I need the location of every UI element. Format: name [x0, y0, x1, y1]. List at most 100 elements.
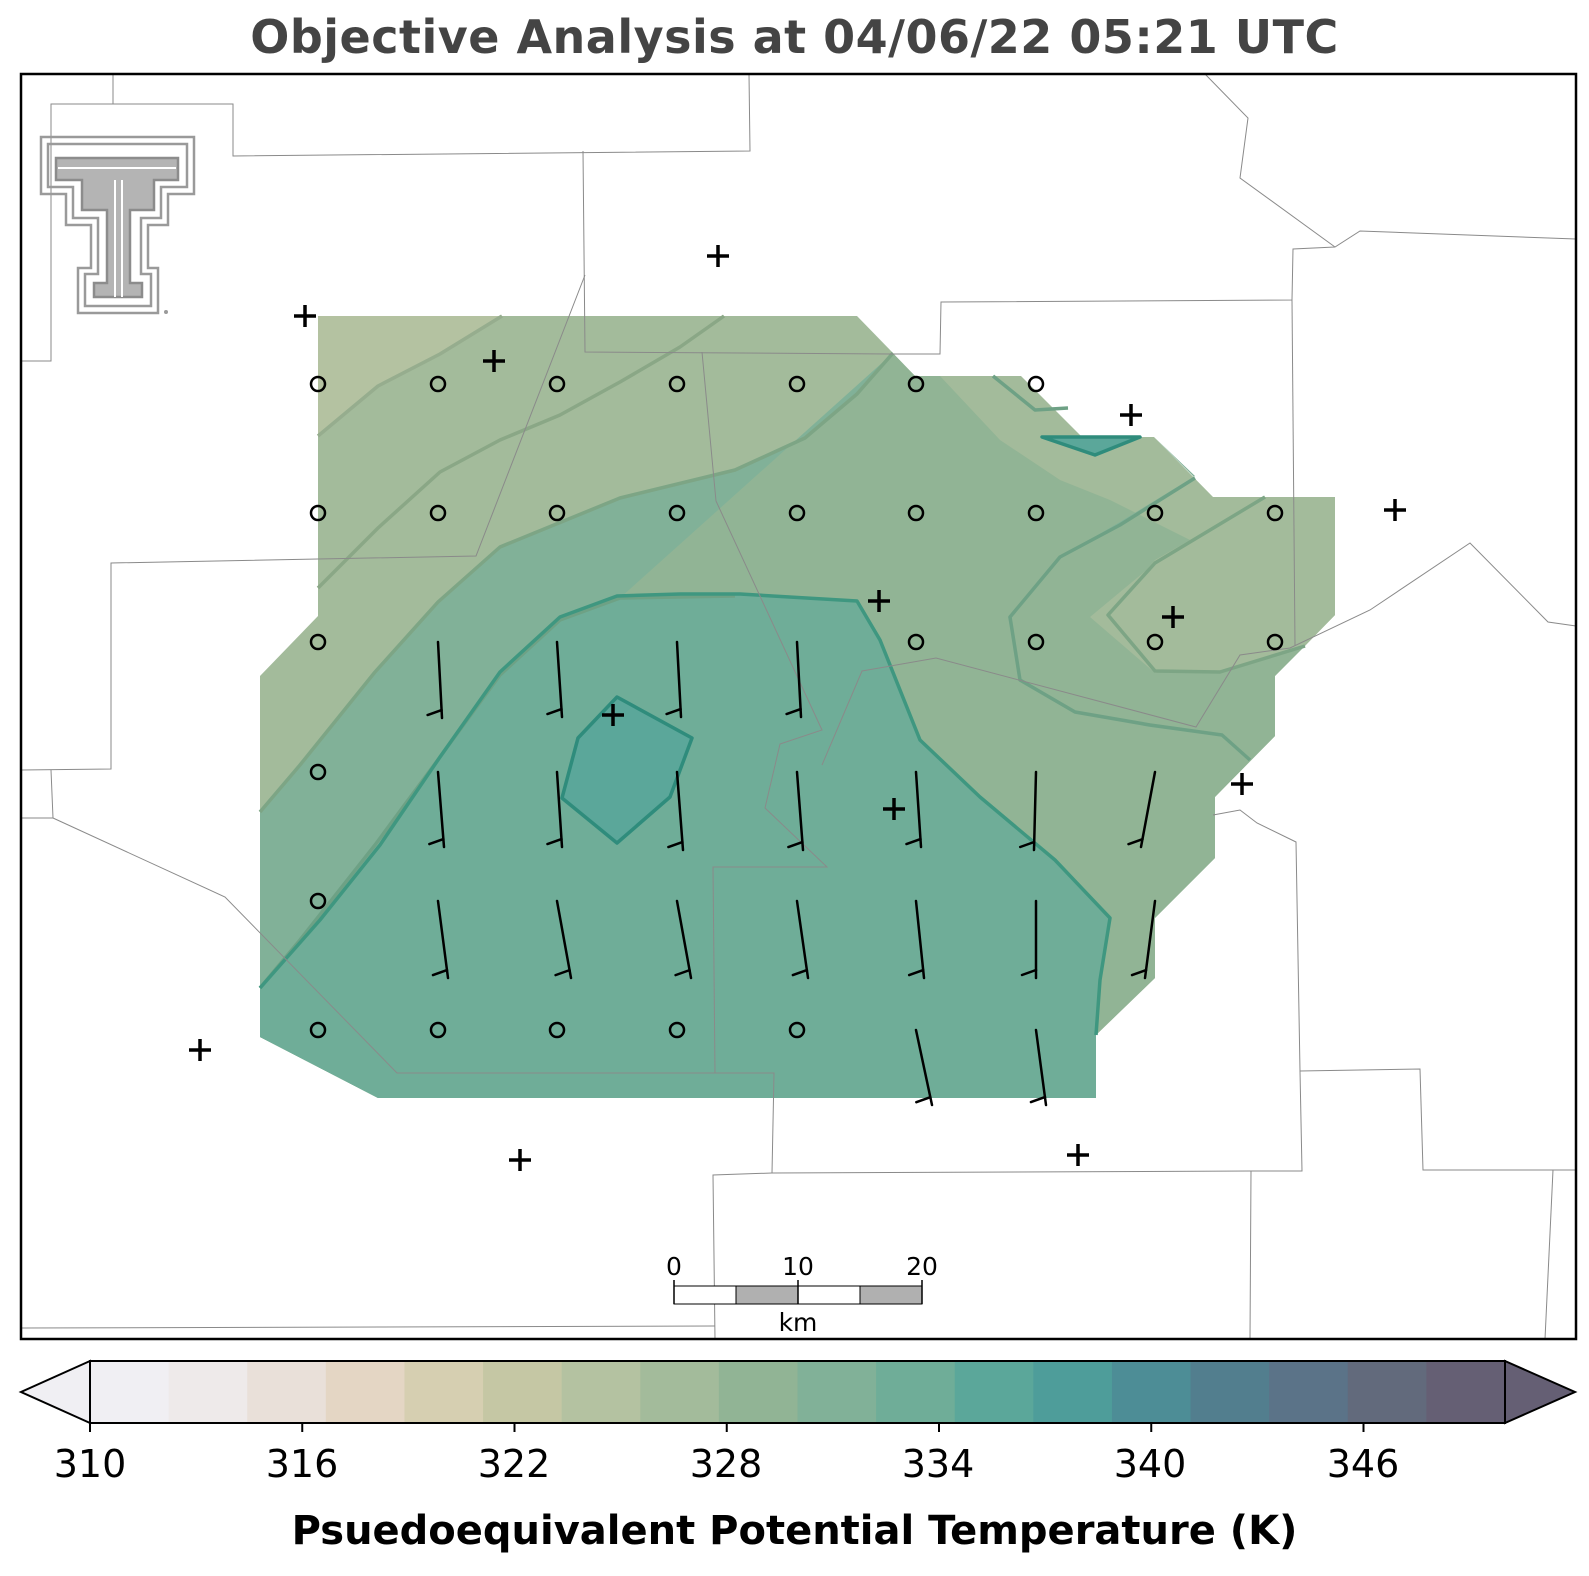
station-plus-marker: [1162, 606, 1184, 628]
colorbar-cell: [1190, 1361, 1270, 1423]
wind-barb: [1018, 770, 1038, 852]
calm-wind-circle: [907, 504, 925, 522]
colorbar-extend-high: [1504, 1359, 1578, 1425]
wind-barb: [785, 640, 803, 719]
wind-barb: [674, 899, 693, 980]
wind-barb: [554, 899, 573, 980]
colorbar-cell: [1426, 1361, 1506, 1423]
contour-line: [1040, 435, 1142, 457]
station-plus-marker: [868, 590, 890, 612]
wind-barb: [914, 1028, 934, 1107]
county-line: [701, 351, 829, 1074]
station-markers: [189, 245, 1406, 1171]
calm-wind-circle: [1027, 633, 1045, 651]
colorbar-cell: [876, 1361, 956, 1423]
wind-barb: [546, 640, 564, 719]
county-line: [112, 74, 751, 157]
colorbar-cell: [1033, 1361, 1113, 1423]
contour-fill-332: [562, 697, 692, 843]
contour-line: [258, 592, 1112, 1036]
station-plus-marker: [189, 1039, 211, 1061]
calm-wind-circle: [788, 504, 806, 522]
calm-wind-circle: [1146, 504, 1164, 522]
wind-barb: [667, 770, 685, 852]
calm-wind-circle: [668, 1021, 686, 1039]
contour-fill-322: [318, 316, 502, 436]
calm-wind-circle: [907, 633, 925, 651]
colorbar-cell: [404, 1361, 484, 1423]
county-line: [821, 542, 1576, 766]
calm-wind-circle: [429, 375, 447, 393]
county-line: [21, 769, 54, 819]
scalebar-label-20: 20: [906, 1252, 938, 1281]
map-frame: [19, 72, 1578, 1341]
calm-wind-circle: [309, 633, 327, 651]
colorbar-cell: [718, 1361, 798, 1423]
colorbar-cell: [797, 1361, 877, 1423]
colorbar-cell: [1269, 1361, 1349, 1423]
calm-wind-circle: [668, 504, 686, 522]
calm-wind-markers: [309, 375, 1284, 1039]
calm-wind-circle: [668, 375, 686, 393]
station-plus-marker: [1067, 1144, 1089, 1166]
station-plus-marker: [1231, 773, 1253, 795]
wind-barb: [431, 899, 450, 980]
colorbar-cell: [325, 1361, 405, 1423]
colorbar-tick-label: 334: [901, 1442, 975, 1486]
calm-wind-circle: [1146, 633, 1164, 651]
county-line: [21, 103, 113, 362]
wind-barb: [1130, 899, 1157, 980]
wind-barb: [426, 640, 444, 720]
calm-wind-circle: [1266, 633, 1284, 651]
county-line: [582, 150, 1576, 355]
station-plus-marker: [509, 1149, 531, 1171]
contour-line: [258, 351, 895, 814]
county-line: [1204, 74, 1336, 248]
wind-barb: [905, 770, 923, 849]
calm-wind-circle: [309, 504, 327, 522]
scalebar-unit: km: [778, 1308, 818, 1337]
calm-wind-circle: [548, 375, 566, 393]
colorbar-cell: [483, 1361, 563, 1423]
calm-wind-circle: [907, 375, 925, 393]
contour-line: [991, 374, 1069, 412]
colorbar-tick-label: 316: [265, 1442, 339, 1486]
calm-wind-circle: [788, 1021, 806, 1039]
scalebar-label-10: 10: [782, 1252, 814, 1281]
calm-wind-circle: [429, 504, 447, 522]
county-line: [771, 1170, 1252, 1174]
station-plus-marker: [883, 798, 905, 820]
station-plus-marker: [483, 350, 505, 372]
county-line: [21, 1325, 716, 1329]
colorbar-tick-label: 328: [689, 1442, 763, 1486]
contour-line: [316, 314, 503, 438]
station-plus-marker: [1384, 499, 1406, 521]
calm-wind-circle: [788, 375, 806, 393]
scalebar-label-0: 0: [666, 1252, 682, 1281]
county-line: [712, 1172, 773, 1339]
colorbar-cell: [561, 1361, 641, 1423]
station-plus-marker: [294, 305, 316, 327]
colorbar-extend-low: [18, 1359, 91, 1425]
contour-line: [560, 695, 694, 845]
wind-barb: [428, 770, 446, 849]
county-boundaries: [21, 74, 1576, 1339]
calm-wind-circle: [309, 892, 327, 910]
wind-barb: [1020, 899, 1038, 980]
map-title: Objective Analysis at 04/06/22 05:21 UTC: [250, 10, 1339, 64]
county-line: [1212, 809, 1576, 1171]
wind-barb: [791, 899, 810, 980]
calm-wind-circle: [1027, 375, 1045, 393]
station-plus-marker: [602, 704, 624, 726]
contour-fill-332-north: [1042, 437, 1140, 455]
colorbar: [18, 1359, 1578, 1432]
calm-wind-circle: [309, 375, 327, 393]
colorbar-tick-label: 310: [53, 1442, 127, 1486]
colorbar-tick-label: 322: [477, 1442, 551, 1486]
wind-barb: [787, 770, 805, 852]
wind-barb: [907, 899, 926, 980]
county-line: [52, 817, 775, 1174]
contour-line: [1106, 495, 1306, 674]
filled-contours: [260, 316, 1335, 1098]
